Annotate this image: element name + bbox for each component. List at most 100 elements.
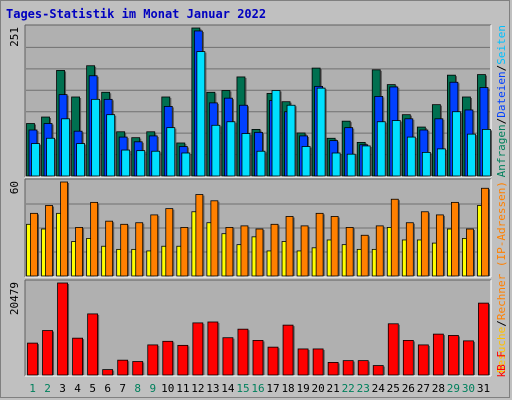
panel-bottom-bar-kb-5 xyxy=(87,313,99,376)
panel-bottom-bar-kb-2 xyxy=(42,330,53,376)
panel-top-bar-Seiten-29 xyxy=(452,111,461,177)
panel-top-bar-Seiten-21 xyxy=(331,152,341,177)
panel-middle-bar-Rechner-4 xyxy=(75,227,83,277)
panel-top-bar-Seiten-31 xyxy=(482,129,491,177)
right-label-part: Anfragen xyxy=(495,124,508,177)
panel-middle-bar-Rechner-29 xyxy=(451,201,459,277)
panel-bottom-bar-kb-25 xyxy=(387,323,399,376)
panel-middle-bar-Rechner-8 xyxy=(135,222,144,277)
day-label-10: 10 xyxy=(161,382,174,395)
panel-middle-bar-Rechner-2 xyxy=(45,205,53,277)
day-label-26: 26 xyxy=(402,382,415,395)
panel-top-bar-Seiten-11 xyxy=(181,152,191,177)
panel-middle-bar-Rechner-1 xyxy=(30,212,38,277)
panel-top-bar-Seiten-25 xyxy=(391,120,401,177)
panel-middle-bar-Rechner-23 xyxy=(360,234,369,277)
panel-bottom-bar-kb-4 xyxy=(72,337,83,376)
panel-middle-bar-Rechner-19 xyxy=(300,225,309,277)
panel-bottom-bar-kb-23 xyxy=(357,360,369,376)
panel-middle-bar-Rechner-15 xyxy=(240,225,249,277)
day-label-15: 15 xyxy=(236,382,249,395)
day-label-1: 1 xyxy=(29,382,36,395)
panel-bottom-bar-kb-13 xyxy=(207,321,219,376)
day-label-7: 7 xyxy=(119,382,126,395)
right-label-part: Dateien xyxy=(495,71,508,117)
panel-top-bar-Seiten-9 xyxy=(151,150,161,177)
panel-bottom-bar-kb-3 xyxy=(57,282,68,376)
day-label-17: 17 xyxy=(266,382,279,395)
panel-top-bar-Seiten-22 xyxy=(346,153,356,177)
panel-middle-bar-Rechner-31 xyxy=(481,187,489,277)
panel-top-ymax-label: 251 xyxy=(8,27,21,47)
panel-bottom-bar-kb-7 xyxy=(117,359,129,376)
panel-middle-bar-Rechner-30 xyxy=(466,228,474,277)
day-label-29: 29 xyxy=(447,382,460,395)
panel-bottom-bar-kb-12 xyxy=(192,322,204,376)
day-label-2: 2 xyxy=(44,382,51,395)
day-label-13: 13 xyxy=(206,382,219,395)
panel-middle-bar-Rechner-16 xyxy=(255,228,264,277)
day-label-3: 3 xyxy=(59,382,66,395)
panel-bottom-bar-kb-1 xyxy=(27,342,38,376)
panel-middle-bar-Rechner-26 xyxy=(405,222,414,277)
panel-bottom-bar-kb-9 xyxy=(147,344,159,376)
panel-top-bar-Seiten-17 xyxy=(271,90,281,177)
day-label-30: 30 xyxy=(462,382,475,395)
panel-middle-bar-Rechner-27 xyxy=(420,211,429,277)
panel-bottom-bar-kb-28 xyxy=(432,333,444,376)
right-label-part: / xyxy=(495,65,508,72)
panel-top-bar-Seiten-7 xyxy=(121,149,131,177)
panel-bottom-bar-kb-27 xyxy=(417,344,429,376)
right-label-part: Seiten xyxy=(495,25,508,65)
panel-top-bar-Seiten-24 xyxy=(376,121,386,177)
day-label-16: 16 xyxy=(251,382,264,395)
right-label-part: / xyxy=(495,118,508,125)
panel-bottom-bar-kb-30 xyxy=(463,340,474,376)
panel-top-bar-Seiten-19 xyxy=(301,146,311,177)
panel-middle-bar-Rechner-28 xyxy=(435,214,444,277)
panel-top-bar-Seiten-1 xyxy=(31,143,40,177)
panel-middle-bar-Rechner-12 xyxy=(195,194,204,277)
day-label-14: 14 xyxy=(221,382,235,395)
panel-middle-bar-Rechner-13 xyxy=(210,200,219,277)
panel-middle-bar-Rechner-10 xyxy=(165,208,174,277)
right-label-part: kB F xyxy=(495,351,508,378)
panel-top-bar-Seiten-12 xyxy=(196,51,206,177)
right-label-part: / xyxy=(495,320,508,327)
day-label-28: 28 xyxy=(432,382,445,395)
panel-top-bar-Seiten-8 xyxy=(136,150,146,177)
panel-top-bar-Seiten-4 xyxy=(76,143,85,177)
panel-top-bar-Seiten-15 xyxy=(241,133,251,177)
day-label-20: 20 xyxy=(312,382,325,395)
panel-top-bar-Seiten-14 xyxy=(226,121,236,177)
panel-middle-bar-Rechner-6 xyxy=(105,220,114,277)
panel-middle-bar-Rechner-25 xyxy=(390,198,399,277)
panel-bottom-bar-kb-14 xyxy=(222,337,234,376)
panel-bottom-bar-kb-15 xyxy=(237,328,249,376)
panel-bottom-bar-kb-22 xyxy=(342,360,354,376)
right-label-part: Besuche xyxy=(495,327,508,373)
panel-bottom-bar-kb-26 xyxy=(402,340,414,376)
panel-top-bar-Seiten-2 xyxy=(46,137,55,177)
chart-title: Tages-Statistik im Monat Januar 2022 xyxy=(6,7,267,21)
panel-bottom-bar-kb-29 xyxy=(448,335,459,376)
panel-middle-bar-Rechner-18 xyxy=(285,216,294,277)
panel-middle-bar-Rechner-7 xyxy=(120,223,129,277)
day-label-23: 23 xyxy=(357,382,370,395)
day-label-8: 8 xyxy=(134,382,141,395)
panel-bottom-bar-kb-16 xyxy=(252,340,264,376)
panel-bottom-bar-kb-21 xyxy=(327,362,339,376)
panel-bottom-bar-kb-8 xyxy=(132,361,144,376)
panel-middle-bar-Rechner-5 xyxy=(90,201,99,277)
panel-bottom-bar-kb-24 xyxy=(372,365,384,376)
day-label-9: 9 xyxy=(149,382,156,395)
day-label-31: 31 xyxy=(477,382,490,395)
panel-top-bar-Seiten-27 xyxy=(421,152,431,177)
panel-bottom-bar-kb-11 xyxy=(177,344,189,376)
panel-top-bar-Seiten-13 xyxy=(211,124,221,177)
right-label-middle: Besuche/Rechner (IP-Adressen) xyxy=(495,181,508,373)
day-label-6: 6 xyxy=(104,382,111,395)
day-label-19: 19 xyxy=(296,382,309,395)
panel-middle-bar-Rechner-22 xyxy=(345,227,354,277)
